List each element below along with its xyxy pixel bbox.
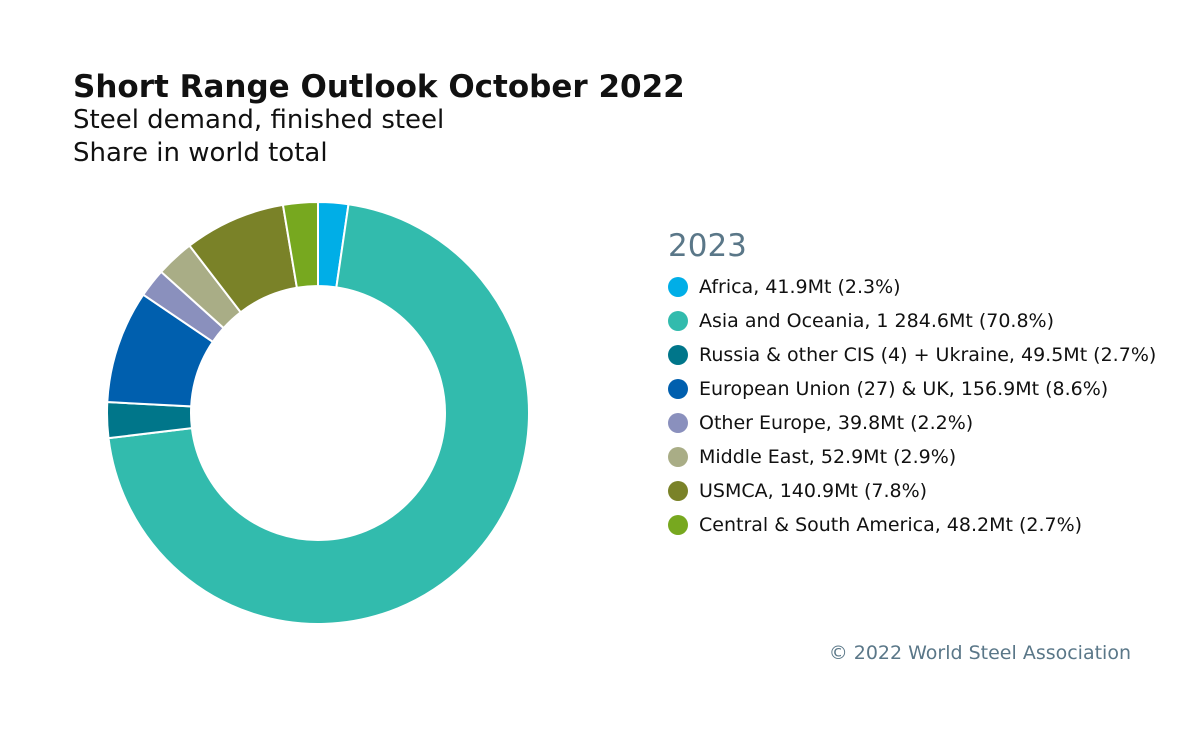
legend-label: Africa, 41.9Mt (2.3%) xyxy=(699,276,901,298)
legend-year: 2023 xyxy=(668,228,747,264)
legend-label: Middle East, 52.9Mt (2.9%) xyxy=(699,446,957,468)
legend-item: Other Europe, 39.8Mt (2.2%) xyxy=(668,406,1156,440)
legend-list: Africa, 41.9Mt (2.3%) Asia and Oceania, 1… xyxy=(668,270,1156,542)
legend: 2023 Africa, 41.9Mt (2.3%) Asia and Ocean… xyxy=(668,226,1156,542)
legend-label: Other Europe, 39.8Mt (2.2%) xyxy=(699,412,974,434)
donut-slice xyxy=(107,203,531,625)
copyright-text: © 2022 World Steel Association xyxy=(828,642,1131,664)
legend-swatch xyxy=(668,515,688,535)
legend-label: USMCA, 140.9Mt (7.8%) xyxy=(699,480,928,502)
legend-label: European Union (27) & UK, 156.9Mt (8.6%) xyxy=(699,378,1109,400)
legend-swatch xyxy=(668,481,688,501)
legend-swatch xyxy=(668,277,688,297)
legend-item: Asia and Oceania, 1 284.6Mt (70.8%) xyxy=(668,304,1156,338)
legend-item: Russia & other CIS (4) + Ukraine, 49.5Mt… xyxy=(668,338,1156,372)
legend-swatch xyxy=(668,447,688,467)
legend-item: Central & South America, 48.2Mt (2.7%) xyxy=(668,508,1156,542)
legend-swatch xyxy=(668,311,688,331)
donut-chart xyxy=(106,200,531,625)
legend-swatch xyxy=(668,345,688,365)
donut-slice xyxy=(281,200,319,289)
legend-label: Asia and Oceania, 1 284.6Mt (70.8%) xyxy=(699,310,1055,332)
legend-label: Central & South America, 48.2Mt (2.7%) xyxy=(699,514,1083,536)
legend-label: Russia & other CIS (4) + Ukraine, 49.5Mt… xyxy=(699,344,1157,366)
legend-item: Middle East, 52.9Mt (2.9%) xyxy=(668,440,1156,474)
legend-swatch xyxy=(668,379,688,399)
legend-item: European Union (27) & UK, 156.9Mt (8.6%) xyxy=(668,372,1156,406)
chart-subtitle-share: Share in world total xyxy=(73,138,328,168)
legend-item: Africa, 41.9Mt (2.3%) xyxy=(668,270,1156,304)
legend-swatch xyxy=(668,413,688,433)
chart-title: Short Range Outlook October 2022 xyxy=(73,69,685,105)
chart-subtitle: Steel demand, finished steel xyxy=(73,105,445,135)
legend-item: USMCA, 140.9Mt (7.8%) xyxy=(668,474,1156,508)
